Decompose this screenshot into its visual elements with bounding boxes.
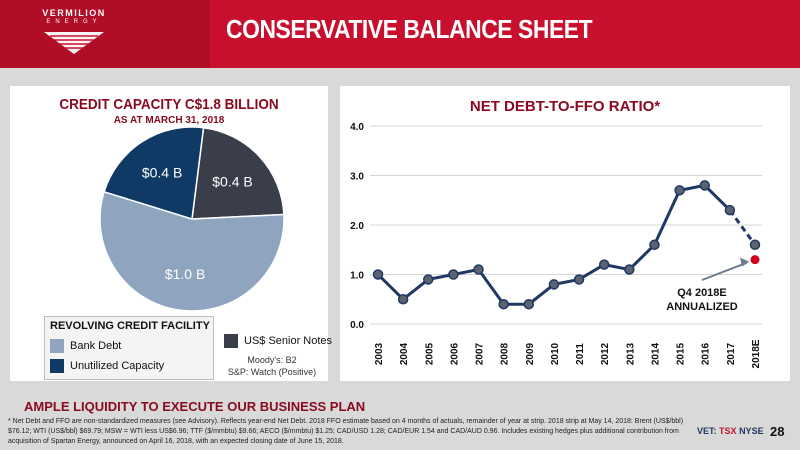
- pie-slice-bank-debt-label: $1.0 B: [165, 266, 205, 282]
- legend-label-senior-notes: US$ Senior Notes: [244, 335, 333, 347]
- x-tick-label: 2011: [575, 343, 586, 365]
- data-point: [548, 279, 560, 290]
- x-tick-label: 2003: [374, 342, 385, 365]
- tagline: AMPLE LIQUIDITY TO EXECUTE OUR BUSINESS …: [24, 399, 366, 414]
- logo-mark-icon: [44, 32, 104, 54]
- data-point: [624, 264, 635, 275]
- credit-ratings: Moody's: B2 S&P: Watch (Positive): [210, 354, 334, 378]
- series-line-estimate: [728, 209, 757, 246]
- logo-sub: ENERGY: [46, 19, 102, 25]
- y-tick-label: 2.0: [350, 221, 364, 232]
- rating-sp: S&P: Watch (Positive): [227, 367, 317, 377]
- annotation-arrowhead: [740, 257, 749, 267]
- ratio-chart-title: NET DEBT-TO-FFO RATIO*: [469, 98, 661, 115]
- credit-capacity-title: CREDIT CAPACITY C$1.8 BILLION: [59, 96, 279, 113]
- credit-pie-chart: $0.4 B $1.0 B $0.4 B: [99, 126, 285, 312]
- pie-slice-unutilized-label: $0.4 B: [142, 165, 182, 181]
- exchange-tsx: TSX: [719, 426, 737, 436]
- y-tick-label: 0.0: [350, 320, 364, 331]
- x-tick-label: 2014: [650, 342, 661, 365]
- data-point: [724, 204, 736, 216]
- x-tick-label: 2007: [475, 342, 486, 365]
- footnote: * Net Debt and FFO are non-standardized …: [8, 418, 684, 445]
- page-title: CONSERVATIVE BALANCE SHEET: [226, 14, 593, 44]
- header-logo-band: [0, 0, 210, 68]
- x-tick-label: 2005: [424, 342, 435, 365]
- rating-moodys: Moody's: B2: [247, 355, 297, 365]
- credit-capacity-panel: CREDIT CAPACITY C$1.8 BILLION AS AT MARC…: [10, 86, 332, 381]
- legend-swatch-bank-debt: [50, 339, 64, 353]
- x-tick-label: 2006: [449, 342, 460, 365]
- x-tick-label: 2016: [701, 342, 712, 365]
- x-tick-label: 2013: [625, 342, 636, 365]
- pie-slice-unutilized: [103, 126, 205, 220]
- pie-slice-senior-notes-label: $0.4 B: [212, 173, 252, 189]
- annotation-label-line1: Q4 2018E: [677, 287, 727, 299]
- header-bar: VERMILION ENERGY CONSERVATIVE BALANCE SH…: [0, 0, 800, 68]
- y-tick-label: 4.0: [350, 122, 364, 133]
- legend-swatch-unutilized: [50, 359, 64, 373]
- x-tick-label: 2012: [600, 342, 611, 365]
- data-point: [573, 274, 585, 285]
- data-point: [397, 294, 409, 305]
- annotation-arrow: [701, 261, 748, 281]
- legend-label-bank-debt: Bank Debt: [70, 340, 122, 352]
- ticker: VET:: [697, 426, 717, 436]
- net-debt-ffo-panel: NET DEBT-TO-FFO RATIO* 0.0 1.0 2.0 3.0 4.0 20…: [340, 86, 790, 381]
- estimate-point: [749, 254, 761, 266]
- data-point: [372, 269, 384, 280]
- x-tick-label: 2017: [726, 342, 737, 365]
- legend-label-unutilized: Unutilized Capacity: [70, 360, 165, 372]
- page-number: 28: [770, 424, 785, 439]
- pie-slice-senior-notes: [191, 126, 285, 220]
- x-tick-label: 2010: [550, 342, 561, 365]
- exchange-listing: VET: TSX NYSE: [697, 426, 764, 436]
- pie-slice-bank-debt: [99, 190, 285, 312]
- net-debt-ffo-line-chart: 0.0 1.0 2.0 3.0 4.0 2003 2004 2005 2006 2007 2008 2…: [350, 122, 762, 368]
- credit-capacity-subtitle: AS AT MARCH 31, 2018: [113, 115, 225, 126]
- data-point: [674, 185, 685, 196]
- revolving-credit-legend: REVOLVING CREDIT FACILITY Bank Debt Unut…: [44, 316, 214, 380]
- data-point: [649, 239, 660, 251]
- data-point: [523, 298, 535, 310]
- x-tick-label: 2009: [525, 342, 536, 365]
- data-point: [423, 274, 434, 285]
- x-tick-label: 2008: [500, 342, 511, 365]
- data-point: [473, 264, 484, 275]
- x-tick-label: 2015: [676, 342, 687, 365]
- legend-title: REVOLVING CREDIT FACILITY: [50, 320, 210, 332]
- data-point: [598, 259, 610, 270]
- data-point: [498, 298, 509, 310]
- x-tick-label: 2018E: [751, 339, 762, 368]
- logo-name: VERMILION: [42, 8, 106, 18]
- x-tick-label: 2004: [399, 342, 410, 365]
- legend-swatch-senior-notes: [224, 334, 238, 348]
- y-tick-label: 3.0: [350, 172, 364, 183]
- data-point: [749, 239, 761, 251]
- company-logo: VERMILION ENERGY: [14, 8, 134, 60]
- y-tick-label: 1.0: [350, 271, 364, 282]
- data-point: [699, 180, 710, 191]
- exchange-nyse: NYSE: [739, 426, 764, 436]
- data-point: [448, 269, 459, 280]
- annotation-label-line2: ANNUALIZED: [666, 301, 738, 313]
